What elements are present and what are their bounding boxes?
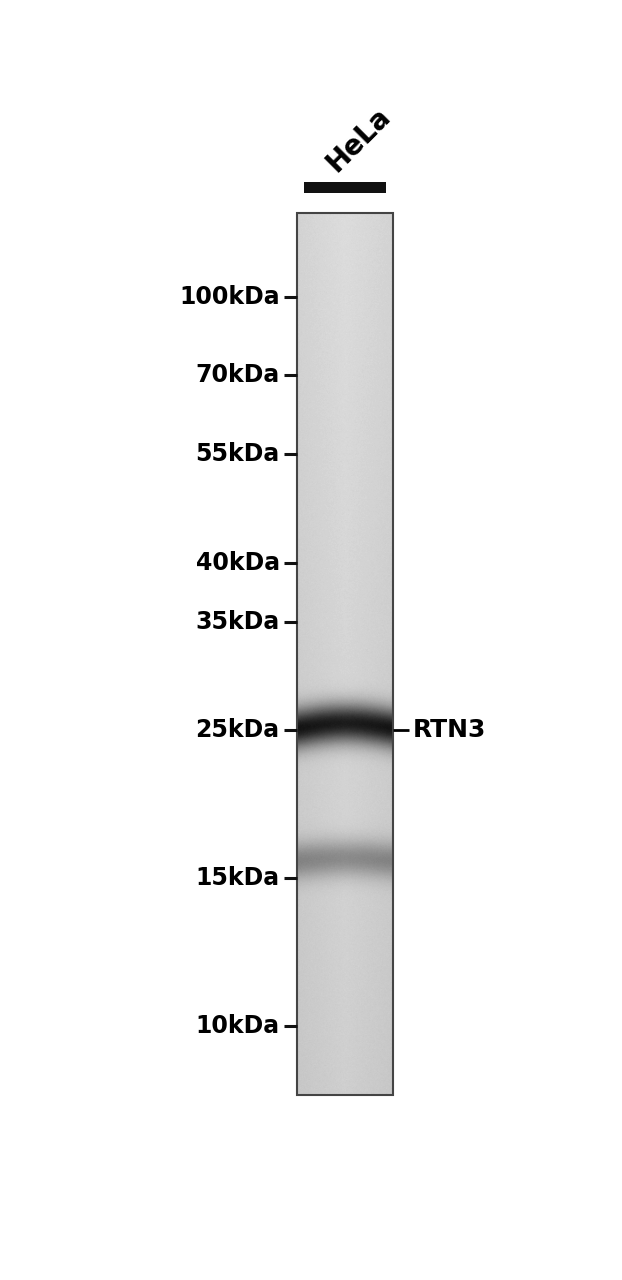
Text: 100kDa: 100kDa (179, 284, 280, 308)
Text: 15kDa: 15kDa (195, 867, 280, 890)
Text: 35kDa: 35kDa (195, 609, 280, 634)
Text: 55kDa: 55kDa (195, 442, 280, 466)
Text: RTN3: RTN3 (413, 718, 486, 742)
Text: 25kDa: 25kDa (195, 718, 280, 742)
Text: HeLa: HeLa (321, 102, 396, 177)
Text: 70kDa: 70kDa (195, 364, 280, 388)
Text: 10kDa: 10kDa (195, 1014, 280, 1038)
Bar (304, 182, 386, 193)
Text: 40kDa: 40kDa (195, 550, 280, 575)
Bar (297, 212, 394, 1094)
